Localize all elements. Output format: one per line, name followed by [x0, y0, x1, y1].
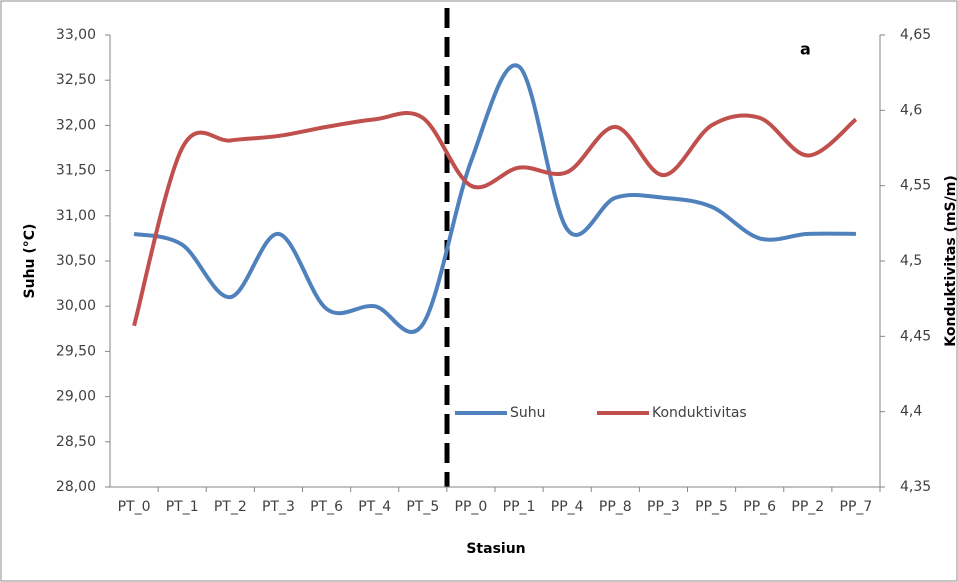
y-tick-label: 31,00	[56, 208, 96, 224]
y-tick-label: 29,50	[56, 343, 96, 359]
x-tick-label: PP_0	[455, 499, 488, 515]
x-tick-label: PP_3	[647, 499, 680, 515]
y2-tick-label: 4,35	[900, 479, 931, 495]
y-tick-label: 30,50	[56, 253, 96, 269]
y2-tick-label: 4,6	[900, 102, 922, 118]
x-tick-label: PT_3	[262, 499, 295, 515]
x-tick-label: PT_5	[406, 499, 439, 515]
x-tick-label: PT_4	[358, 499, 391, 515]
x-tick-label: PP_6	[743, 499, 776, 515]
x-tick-label: PP_8	[599, 499, 632, 515]
x-tick-label: PP_7	[840, 499, 873, 515]
x-tick-label: PT_1	[166, 499, 199, 515]
y2-tick-label: 4,45	[900, 328, 931, 344]
series-line	[133, 63, 856, 334]
x-tick-label: PT_6	[310, 499, 343, 515]
y-tick-label: 28,00	[56, 479, 96, 495]
y2-tick-label: 4,4	[900, 404, 922, 420]
x-tick-label: PP_1	[503, 499, 536, 515]
y2-tick-label: 4,65	[900, 27, 931, 43]
x-tick-label: PP_4	[551, 499, 584, 515]
y-tick-label: 32,00	[56, 117, 96, 133]
series-line	[132, 111, 858, 327]
x-tick-label: PT_0	[118, 499, 151, 515]
y-tick-label: 30,00	[56, 298, 96, 314]
y-tick-label: 33,00	[56, 27, 96, 43]
y2-axis-title: Konduktivitas (mS/m)	[943, 175, 958, 346]
y-tick-label: 28,50	[56, 434, 96, 450]
x-tick-label: PP_2	[791, 499, 824, 515]
x-tick-label: PP_5	[695, 499, 728, 515]
legend-label: Konduktivitas	[652, 405, 747, 421]
annotation: a	[800, 40, 811, 59]
y2-tick-label: 4,55	[900, 178, 931, 194]
x-axis-title: Stasiun	[466, 541, 525, 557]
y-axis-title: Suhu (°C)	[22, 224, 38, 299]
x-tick-label: PT_2	[214, 499, 247, 515]
y-tick-label: 29,00	[56, 389, 96, 405]
y-tick-label: 31,50	[56, 163, 96, 179]
y2-tick-label: 4,5	[900, 253, 922, 269]
y-tick-label: 32,50	[56, 72, 96, 88]
legend-label: Suhu	[510, 405, 546, 421]
